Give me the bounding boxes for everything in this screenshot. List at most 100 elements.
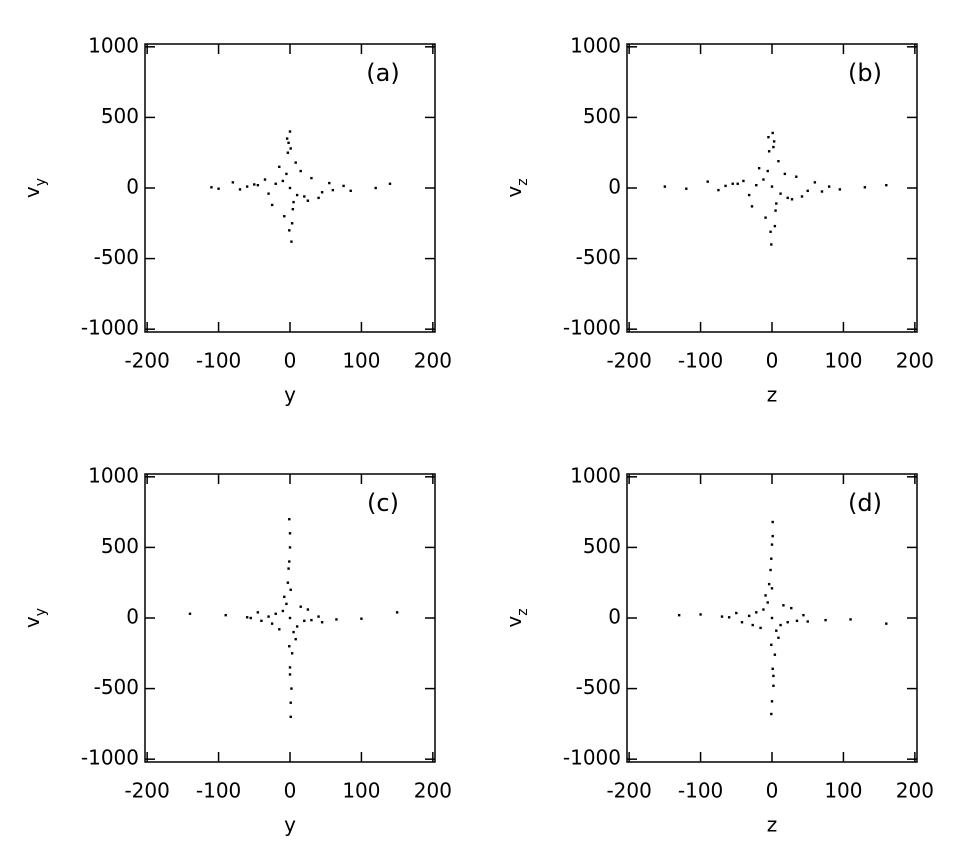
point [274,612,277,615]
point [267,192,270,195]
point [724,184,727,188]
point [770,185,774,188]
y-tick-label: 0 [608,175,621,199]
point [274,182,277,185]
point [289,715,292,719]
point [767,150,771,153]
plot-frame [626,43,918,333]
point [278,165,281,169]
y-tick-label: 500 [101,104,139,128]
point [699,613,702,616]
point [885,183,888,187]
point [806,620,809,623]
y-axis-label-text: v [502,616,526,628]
point [736,182,739,185]
point [281,179,285,183]
point [706,180,709,183]
point [285,172,288,176]
point [779,192,782,195]
point [290,652,294,655]
panel-annotation: (d) [848,489,882,517]
point [288,645,291,648]
point [374,186,377,190]
x-tick-label: 100 [342,349,380,373]
point [231,181,235,184]
y-axis-label: vy [20,178,50,198]
y-tick-label: -500 [94,675,139,699]
point [885,622,888,625]
x-tick-label: 100 [342,779,380,803]
point [762,178,765,181]
point [766,169,769,173]
point [317,196,320,200]
point [727,616,731,619]
y-tick-label: -500 [576,675,621,699]
point [287,141,290,145]
point [800,195,804,198]
point [755,183,758,187]
y-tick-label: -500 [94,245,139,269]
y-axis-label: vz [502,608,532,627]
point [824,618,827,622]
point [773,653,777,656]
point [775,202,778,205]
point [770,700,774,703]
point [755,611,758,614]
point [295,193,299,197]
point [769,568,772,572]
x-tick-label: -200 [606,349,651,373]
point [772,140,776,143]
point [310,176,313,180]
point [395,611,399,614]
y-tick-label: -500 [576,245,621,269]
point [287,567,290,570]
point [767,135,770,139]
point [299,169,302,173]
point [320,621,324,624]
y-tick-label: 1000 [88,463,139,487]
y-axis-label-text: v [20,186,44,198]
point [285,602,288,606]
y-tick-label: -1000 [81,746,139,770]
x-tick-label: 200 [414,779,452,803]
point [777,636,780,639]
point [303,619,306,623]
y-tick-label: 500 [583,104,621,128]
plot-frame [626,473,918,763]
point [317,615,320,618]
point [777,159,780,163]
point [299,605,302,608]
point [827,185,831,188]
point [260,619,263,623]
point [663,185,667,188]
point [790,606,793,610]
point [774,209,777,212]
point [283,595,286,599]
x-tick-label: 200 [896,779,934,803]
point [270,203,274,207]
point [263,178,267,181]
y-axis-label-sub: y [33,608,49,616]
point [771,667,774,671]
point [786,621,789,624]
point [281,609,285,613]
point [735,611,738,615]
point [303,195,306,198]
point [757,167,761,170]
point [328,181,331,185]
y-tick-label: -1000 [563,746,621,770]
point [772,684,775,687]
x-tick-label: -100 [678,349,723,373]
y-axis-label-text: v [502,186,526,198]
plot-frame [144,43,436,333]
point [249,616,252,620]
point [288,186,292,190]
y-tick-label: -1000 [563,316,621,340]
point [764,216,767,219]
point [740,621,744,624]
point [245,616,249,619]
y-axis-label: vy [20,608,50,628]
point [291,207,295,211]
